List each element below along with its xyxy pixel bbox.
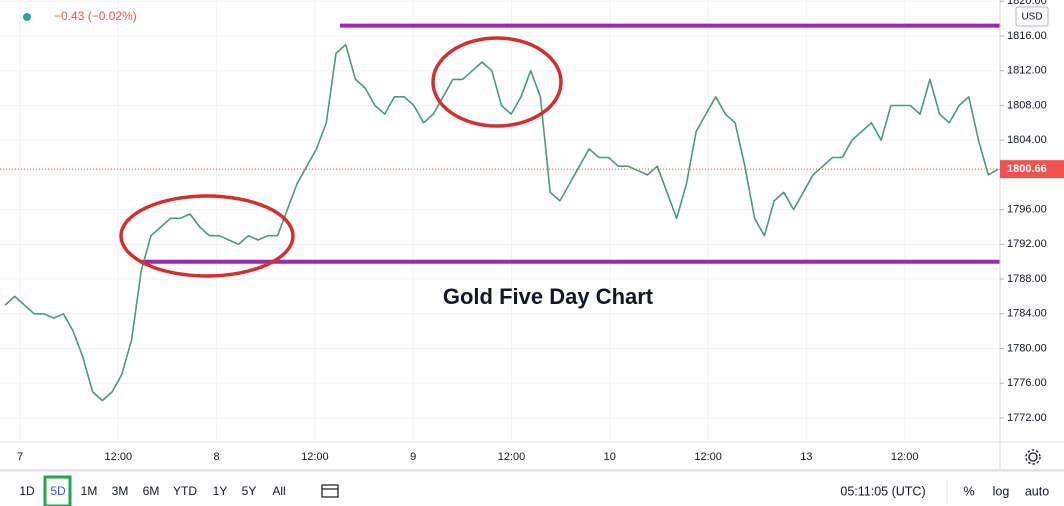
currency[interactable]: USD: [1021, 12, 1042, 23]
active-range-highlight: [43, 475, 72, 506]
range-button[interactable]: 6M: [143, 484, 160, 498]
range-button[interactable]: 5D: [50, 484, 66, 498]
range-button[interactable]: All: [272, 484, 285, 498]
highlight-ellipse: [431, 36, 563, 128]
x-tick-label: 13: [800, 451, 812, 463]
auto-toggle[interactable]: auto: [1025, 484, 1049, 498]
x-tick-label: 10: [604, 451, 616, 463]
log-toggle[interactable]: log: [993, 484, 1010, 498]
range-button[interactable]: 1D: [19, 484, 35, 498]
y-tick-label: 1804.00: [1007, 134, 1047, 146]
percent-toggle[interactable]: %: [963, 484, 974, 498]
y-tick-label: 1792.00: [1007, 238, 1047, 250]
range-button[interactable]: 1Y: [213, 484, 228, 498]
grid: [0, 0, 1000, 442]
x-tick-label: 12:00: [891, 451, 919, 463]
last-price-label: 1800.66: [1007, 163, 1047, 175]
y-tick-label: 1820.00: [1007, 0, 1047, 7]
clock: 05:11:05 (UTC): [840, 484, 925, 498]
x-tick-label: 12:00: [105, 451, 133, 463]
last-price-box: [1000, 160, 1064, 179]
highlight-ellipse: [119, 194, 295, 278]
x-tick-label: 12:00: [498, 451, 526, 463]
y-tick-label: 1808.00: [1007, 99, 1047, 111]
status-dot: [23, 13, 31, 21]
toolbar: 1D 5D 1M 3M 6M YTD 1Y 5Y All: [19, 484, 285, 498]
plot: [0, 23, 1000, 402]
x-tick-label: 8: [214, 451, 220, 463]
compare-icon[interactable]: [321, 484, 339, 498]
annotation-title: Gold Five Day Chart: [443, 284, 654, 309]
x-tick-label: 7: [17, 451, 23, 463]
y-tick-label: 1788.00: [1007, 273, 1047, 285]
x-tick-label: 9: [410, 451, 416, 463]
range-button[interactable]: 3M: [112, 484, 129, 498]
y-tick-label: 1772.00: [1007, 412, 1047, 424]
axes: 1772.00 1776.00 1780.00 1784.00 1788.00 1792.…: [17, 0, 1064, 463]
y-tick-label: 1812.00: [1007, 65, 1047, 77]
range-button[interactable]: YTD: [173, 484, 197, 498]
y-tick-label: 1776.00: [1007, 377, 1047, 389]
y-tick-label: 1784.00: [1007, 308, 1047, 320]
price-change: −0.43 (−0.02%): [54, 9, 137, 23]
settings-icon[interactable]: [1025, 449, 1041, 465]
range-button[interactable]: 1M: [81, 484, 98, 498]
range-button[interactable]: 5Y: [242, 484, 257, 498]
price-line: [4, 43, 999, 402]
x-tick-label: 12:00: [301, 451, 329, 463]
y-tick-label: 1816.00: [1007, 30, 1047, 42]
currency-box[interactable]: [1015, 6, 1049, 27]
y-tick-label: 1796.00: [1007, 204, 1047, 216]
x-tick-label: 12:00: [694, 451, 722, 463]
y-tick-label: 1780.00: [1007, 342, 1047, 354]
